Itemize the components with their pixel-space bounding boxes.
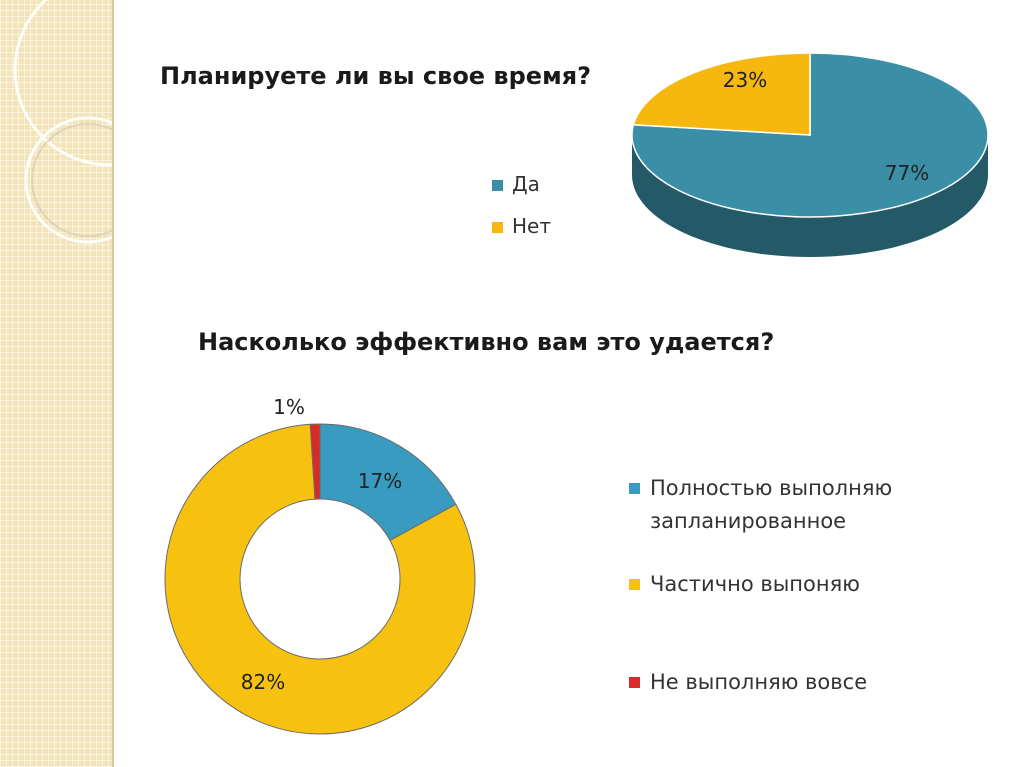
legend-label-1: Нет — [512, 214, 551, 238]
doughnut-legend-swatch-0 — [629, 483, 640, 494]
doughnut-legend-label-0: запланированное — [650, 509, 846, 533]
pie-data-label-1: 23% — [723, 68, 767, 92]
doughnut-data-label-0: 17% — [358, 469, 402, 493]
chart-2-title: Насколько эффективно вам это удается? — [198, 328, 775, 356]
decorative-side-strip — [0, 0, 114, 767]
legend-swatch-0 — [492, 180, 503, 191]
doughnut-legend-label-0: Полностью выполняю — [650, 476, 892, 500]
doughnut-segment-1 — [164, 423, 476, 735]
doughnut-segment-2 — [309, 423, 321, 500]
doughnut-legend-label-1: Частично выпоняю — [650, 572, 860, 596]
pie-slice-side-0 — [632, 135, 988, 257]
doughnut-legend-label-2: Не выполняю вовсе — [650, 670, 867, 694]
legend-swatch-1 — [492, 222, 503, 233]
legend-label-0: Да — [512, 172, 540, 196]
pie-data-label-0: 77% — [885, 161, 929, 185]
chart-1-title: Планируете ли вы свое время? — [160, 62, 592, 90]
doughnut-legend-swatch-1 — [629, 579, 640, 590]
doughnut-data-label-1: 82% — [241, 670, 285, 694]
doughnut-legend-swatch-2 — [629, 677, 640, 688]
pie-slice-0 — [631, 52, 989, 218]
pie-slice-1 — [632, 52, 811, 136]
decorative-rings — [13, 0, 112, 244]
doughnut-data-label-2: 1% — [273, 395, 305, 419]
